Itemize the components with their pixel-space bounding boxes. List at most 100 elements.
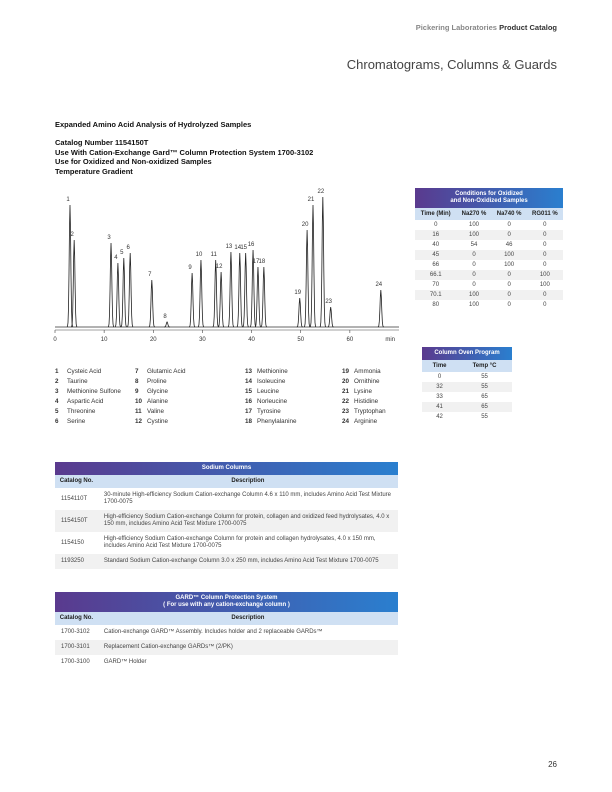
column-header: Temp °C — [457, 360, 512, 372]
key-item: 16 Norleucine — [245, 397, 287, 407]
peak-label: 10 — [196, 252, 203, 258]
title-row: Sodium Columns — [55, 462, 398, 475]
key-item: 9 Glycine — [135, 387, 168, 397]
cell: 32 — [422, 382, 458, 392]
key-item: 2 Taurine — [55, 377, 88, 387]
cell: 0 — [507, 222, 511, 228]
key-item: 5 Threonine — [55, 407, 95, 417]
title-row: Column Oven Program — [422, 347, 512, 360]
key-name: Threonine — [67, 408, 96, 415]
header-row: Catalog No. Description — [55, 475, 398, 488]
cell: GARD™ Holder — [103, 659, 147, 665]
table-row: 66.1 0 0 100 — [415, 270, 563, 280]
cell: High-efficiency Sodium Cation-exchange C… — [97, 510, 398, 532]
key-number: 14 — [245, 378, 253, 385]
table: Conditions for Oxidized and Non-Oxidized … — [415, 188, 563, 310]
peak — [120, 257, 128, 328]
table-row: 1154150T High-efficiency Sodium Cation-ex… — [55, 510, 398, 532]
title-line: Conditions for Oxidized — [455, 191, 523, 197]
cell: 70.1 — [415, 290, 457, 300]
key-item: 10 Alanine — [135, 397, 168, 407]
key-item: 8 Proline — [135, 377, 167, 387]
key-number: 5 — [55, 408, 59, 415]
cell: 40 — [432, 242, 440, 248]
title-row: GARD™ Column Protection System( For use … — [55, 592, 398, 612]
figure-details: Catalog Number 1154150T Use With Cation-E… — [55, 138, 313, 176]
key-number: 4 — [55, 398, 59, 405]
key-item: 19 Ammonia — [342, 367, 381, 377]
peak — [327, 306, 334, 328]
peak — [254, 266, 262, 328]
cell: High-efficiency Sodium Cation-exchange C… — [103, 536, 376, 549]
x-tick-label: 0 — [53, 337, 57, 343]
peak — [66, 204, 74, 328]
cell: 45 — [415, 250, 457, 260]
cell: 100 — [469, 222, 480, 228]
cell: 66.1 — [415, 270, 457, 280]
cell: Replacement Cation-exchange GARDs™ (2/PK… — [97, 640, 398, 655]
table-row: 1154150 High-efficiency Sodium Cation-exc… — [55, 532, 398, 554]
peak — [217, 271, 225, 328]
key-number: 12 — [135, 418, 143, 425]
peak-label: 5 — [120, 250, 124, 256]
cell: 0 — [472, 262, 476, 268]
key-name: Proline — [147, 378, 167, 385]
cell: 0 — [543, 262, 547, 268]
peak-label: 14 — [234, 245, 241, 251]
cell: 41 — [422, 402, 458, 412]
peak-label: 16 — [248, 242, 255, 248]
key-name: Phenylalanine — [257, 418, 297, 425]
peak — [377, 289, 384, 328]
cell: 100 — [539, 282, 550, 288]
key-item: 7 Glutamic Acid — [135, 367, 186, 377]
table-row: 16 100 0 0 — [415, 230, 563, 240]
key-number: 19 — [342, 368, 350, 375]
key-name: Ornithine — [354, 378, 380, 385]
peak — [197, 259, 205, 328]
cell: 100 — [456, 230, 492, 240]
detail-line: Temperature Gradient — [55, 166, 133, 176]
key-name: Methionine — [257, 368, 288, 375]
title-line: and Non-Oxidized Samples — [450, 198, 528, 204]
key-number: 7 — [135, 368, 139, 375]
cell: 0 — [507, 302, 511, 308]
cell: 46 — [505, 242, 513, 248]
peak-label: 3 — [107, 235, 111, 241]
key-item: 14 Isoleucine — [245, 377, 285, 387]
table-row: 70 0 0 100 — [415, 280, 563, 290]
cell: 70 — [432, 282, 440, 288]
key-number: 21 — [342, 388, 350, 395]
cell: 54 — [470, 242, 478, 248]
header-row: Catalog No. Description — [55, 612, 398, 625]
peak — [70, 239, 78, 328]
cell: 1700-3101 — [55, 640, 98, 655]
cell: 0 — [507, 282, 511, 288]
cell: 1700-3100 — [61, 659, 90, 665]
table-row: 1193250 Standard Sodium Cation-exchange C… — [55, 554, 398, 569]
peak-label: 20 — [302, 222, 309, 228]
cell: 0 — [437, 374, 442, 380]
peak-label: 22 — [317, 189, 324, 195]
table-row: 1700-3102 Cation-exchange GARD™ Assembly.… — [55, 625, 398, 640]
key-item: 22 Histidine — [342, 397, 378, 407]
column-header: Na740 % — [491, 208, 527, 220]
cell: 1154150 — [61, 539, 84, 546]
key-name: Norleucine — [257, 398, 288, 405]
key-name: Isoleucine — [257, 378, 286, 385]
peak-label: 6 — [127, 245, 131, 251]
peak-label: 17 — [253, 259, 260, 265]
peak-label: 13 — [226, 244, 233, 250]
key-item: 24 Arginine — [342, 417, 377, 427]
detail-line: Use With Cation-Exchange Gard™ Column Pr… — [55, 147, 314, 157]
detail-line: Use for Oxidized and Non-oxidized Sample… — [55, 157, 212, 166]
table-row: 0 100 0 0 — [415, 220, 563, 230]
table-row: 40 54 46 0 — [415, 240, 563, 250]
key-number: 8 — [135, 378, 139, 385]
table: Column Oven Program Time Temp °C 0 55 32 55 33 6… — [422, 347, 512, 422]
cell: 100 — [504, 262, 515, 268]
cell: 0 — [543, 302, 547, 308]
key-name: Ammonia — [354, 368, 381, 375]
key-number: 1 — [55, 368, 59, 375]
peak — [249, 249, 257, 328]
